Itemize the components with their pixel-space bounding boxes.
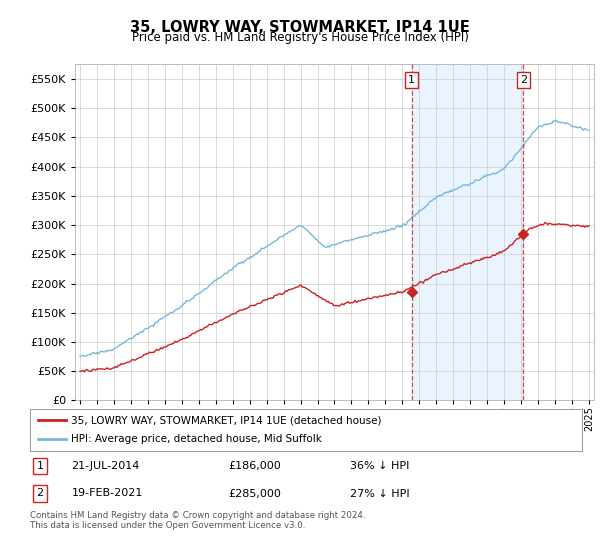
Text: 2: 2 xyxy=(37,488,43,498)
Text: 35, LOWRY WAY, STOWMARKET, IP14 1UE (detached house): 35, LOWRY WAY, STOWMARKET, IP14 1UE (det… xyxy=(71,415,382,425)
Text: £285,000: £285,000 xyxy=(229,488,281,498)
Text: 2: 2 xyxy=(520,75,527,85)
Text: 36% ↓ HPI: 36% ↓ HPI xyxy=(350,461,410,471)
Text: 35, LOWRY WAY, STOWMARKET, IP14 1UE: 35, LOWRY WAY, STOWMARKET, IP14 1UE xyxy=(130,20,470,35)
Text: 27% ↓ HPI: 27% ↓ HPI xyxy=(350,488,410,498)
Bar xyxy=(412,64,523,400)
Text: 19-FEB-2021: 19-FEB-2021 xyxy=(71,488,143,498)
Text: HPI: Average price, detached house, Mid Suffolk: HPI: Average price, detached house, Mid … xyxy=(71,435,322,445)
Text: 1: 1 xyxy=(37,461,43,471)
Text: 1: 1 xyxy=(408,75,415,85)
Text: Price paid vs. HM Land Registry's House Price Index (HPI): Price paid vs. HM Land Registry's House … xyxy=(131,31,469,44)
Text: 21-JUL-2014: 21-JUL-2014 xyxy=(71,461,140,471)
Text: Contains HM Land Registry data © Crown copyright and database right 2024.
This d: Contains HM Land Registry data © Crown c… xyxy=(30,511,365,530)
Text: £186,000: £186,000 xyxy=(229,461,281,471)
